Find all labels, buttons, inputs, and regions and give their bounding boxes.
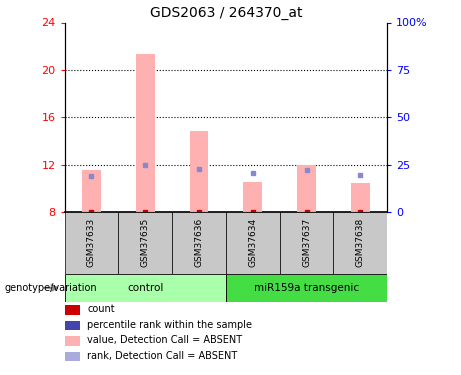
- Bar: [226, 274, 387, 302]
- Bar: [65, 212, 118, 274]
- Bar: [65, 321, 80, 330]
- Bar: [226, 212, 280, 274]
- Text: control: control: [127, 283, 163, 293]
- Text: count: count: [87, 304, 115, 314]
- Text: GSM37636: GSM37636: [195, 218, 203, 267]
- Bar: [243, 182, 262, 212]
- Text: percentile rank within the sample: percentile rank within the sample: [87, 320, 252, 330]
- Text: rank, Detection Call = ABSENT: rank, Detection Call = ABSENT: [87, 351, 237, 361]
- Bar: [65, 336, 80, 346]
- Bar: [65, 305, 80, 315]
- Bar: [82, 171, 101, 212]
- Text: GSM37637: GSM37637: [302, 218, 311, 267]
- Bar: [118, 212, 172, 274]
- Text: genotype/variation: genotype/variation: [5, 283, 97, 293]
- Bar: [65, 352, 80, 361]
- Text: miR159a transgenic: miR159a transgenic: [254, 283, 359, 293]
- Title: GDS2063 / 264370_at: GDS2063 / 264370_at: [150, 6, 302, 20]
- Bar: [280, 212, 333, 274]
- Bar: [297, 165, 316, 212]
- Bar: [136, 54, 154, 212]
- Text: GSM37633: GSM37633: [87, 218, 96, 267]
- Bar: [189, 131, 208, 212]
- Bar: [351, 183, 370, 212]
- Text: GSM37634: GSM37634: [248, 218, 257, 267]
- Text: GSM37635: GSM37635: [141, 218, 150, 267]
- Text: GSM37638: GSM37638: [356, 218, 365, 267]
- Bar: [65, 274, 226, 302]
- Bar: [172, 212, 226, 274]
- Bar: [333, 212, 387, 274]
- Text: value, Detection Call = ABSENT: value, Detection Call = ABSENT: [87, 335, 242, 345]
